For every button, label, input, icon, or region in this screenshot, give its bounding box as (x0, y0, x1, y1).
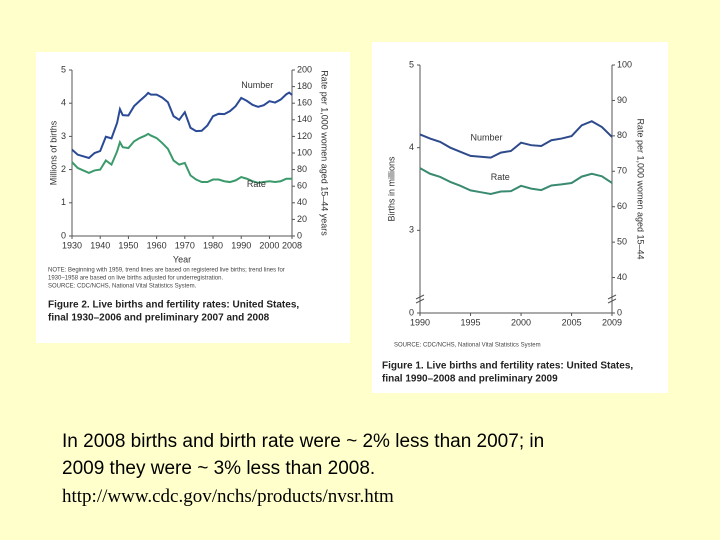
y2-tick-label: 60 (617, 201, 627, 211)
x-tick-label: 2005 (562, 317, 582, 327)
y2-tick-label: 120 (297, 131, 312, 141)
figure-note: 1930–1958 are based on live births adjus… (48, 276, 223, 282)
y2-tick-label: 70 (617, 166, 627, 176)
y-tick-label: 0 (61, 230, 66, 240)
y-tick-label: 2 (61, 164, 66, 174)
figure-title: final 1990–2008 and preliminary 2009 (382, 374, 558, 385)
y2-tick-label: 100 (297, 147, 312, 157)
series-label: Rate (247, 179, 266, 189)
y2-tick-label: 140 (297, 114, 312, 124)
x-tick-label: 1995 (461, 317, 481, 327)
x-tick-label: 1930 (62, 240, 82, 250)
x-tick-label: 1970 (175, 240, 195, 250)
axis-break (607, 294, 617, 304)
y2-tick-label: 200 (297, 64, 312, 74)
y2-tick-label: 180 (297, 81, 312, 91)
x-axis-label: Year (173, 254, 191, 264)
axis-break (415, 294, 425, 304)
y2-tick-label: 40 (617, 272, 627, 282)
y-tick-label: 4 (409, 142, 414, 152)
x-tick-label: 1990 (410, 317, 430, 327)
x-tick-label: 1960 (147, 240, 167, 250)
x-tick-label: 2000 (511, 317, 531, 327)
caption-line: 2009 they were ~ 3% less than 2008. (62, 458, 375, 479)
figure-title: Figure 1. Live births and fertility rate… (382, 361, 633, 372)
x-tick-label: 2009 (602, 317, 622, 327)
x-tick-label: 2008 (282, 240, 302, 250)
figure-right-panel (372, 42, 668, 393)
y2-tick-label: 80 (297, 164, 307, 174)
figure-title: Figure 2. Live births and fertility rate… (48, 300, 299, 311)
y2-tick-label: 40 (297, 197, 307, 207)
y-tick-label: 5 (61, 64, 66, 74)
y2-axis-label: Rate per 1,000 women aged 15–44 (636, 118, 646, 259)
figure-left-panel (36, 52, 350, 343)
y2-tick-label: 90 (617, 95, 627, 105)
x-tick-label: 1940 (90, 240, 110, 250)
figure-note: NOTE: Beginning with 1959, trend lines a… (48, 268, 285, 274)
caption-line: In 2008 births and birth rate were ~ 2% … (62, 431, 544, 452)
series-line (71, 132, 292, 184)
figure-note: SOURCE: CDC/NCHS, National Vital Statist… (48, 284, 197, 290)
figure-note: SOURCE: CDC/NCHS, National Vital Statist… (394, 343, 541, 349)
series-line (419, 167, 613, 195)
y-tick-label: 4 (61, 98, 66, 108)
y2-tick-label: 50 (617, 237, 627, 247)
series-label: Rate (491, 172, 510, 182)
x-tick-label: 1980 (203, 240, 223, 250)
y2-tick-label: 60 (297, 181, 307, 191)
y-tick-label: 3 (409, 225, 414, 235)
y2-tick-label: 20 (297, 214, 307, 224)
y2-tick-label: 0 (297, 230, 302, 240)
y-tick-label: 3 (61, 131, 66, 141)
x-tick-label: 1990 (231, 240, 251, 250)
y-tick-label: 1 (61, 197, 66, 207)
y2-tick-label: 80 (617, 130, 627, 140)
y-tick-label: 0 (409, 307, 414, 317)
y2-axis-label: Rate per 1,000 women aged 15–44 years (320, 70, 330, 236)
series-line (71, 91, 293, 160)
source-url: http://www.cdc.gov/nchs/products/nvsr.ht… (62, 486, 394, 507)
figure-title: final 1930–2006 and preliminary 2007 and… (48, 313, 270, 324)
y-axis-label: Millions of births (48, 120, 58, 185)
x-tick-label: 1950 (118, 240, 138, 250)
series-label: Number (471, 132, 503, 142)
y2-tick-label: 100 (617, 59, 632, 69)
y2-tick-label: 160 (297, 98, 312, 108)
y-axis-label: Births in millions (386, 156, 396, 222)
x-tick-label: 2000 (259, 240, 279, 250)
y-tick-label: 5 (409, 59, 414, 69)
series-label: Number (241, 80, 273, 90)
y2-tick-label: 0 (617, 307, 622, 317)
series-line (419, 120, 613, 159)
